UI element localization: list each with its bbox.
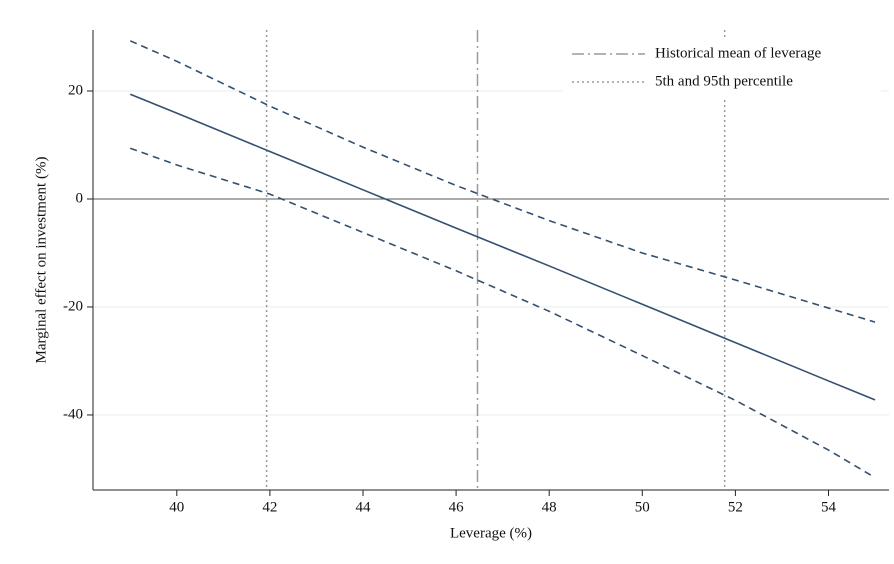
x-tick-label: 40 [169, 499, 184, 515]
y-tick-label: 20 [68, 82, 83, 98]
y-axis-label: Marginal effect on investment (%) [33, 157, 49, 364]
x-tick-label: 52 [728, 499, 743, 515]
x-tick-label: 48 [542, 499, 557, 515]
x-tick-label: 44 [355, 499, 371, 515]
series-line [129, 147, 876, 479]
y-tick-label: 0 [76, 190, 84, 206]
x-tick-label: 46 [449, 499, 465, 515]
y-tick-label: -20 [63, 298, 83, 314]
x-tick-label: 42 [262, 499, 277, 515]
legend-box [563, 38, 881, 100]
x-axis-label: Leverage (%) [450, 525, 532, 541]
x-tick-label: 54 [821, 499, 837, 515]
series-line [129, 93, 876, 401]
series-line [129, 40, 876, 323]
legend-label: 5th and 95th percentile [655, 73, 793, 89]
x-tick-label: 50 [635, 499, 650, 515]
legend-label: Historical mean of leverage [655, 45, 822, 61]
y-tick-label: -40 [63, 406, 83, 422]
